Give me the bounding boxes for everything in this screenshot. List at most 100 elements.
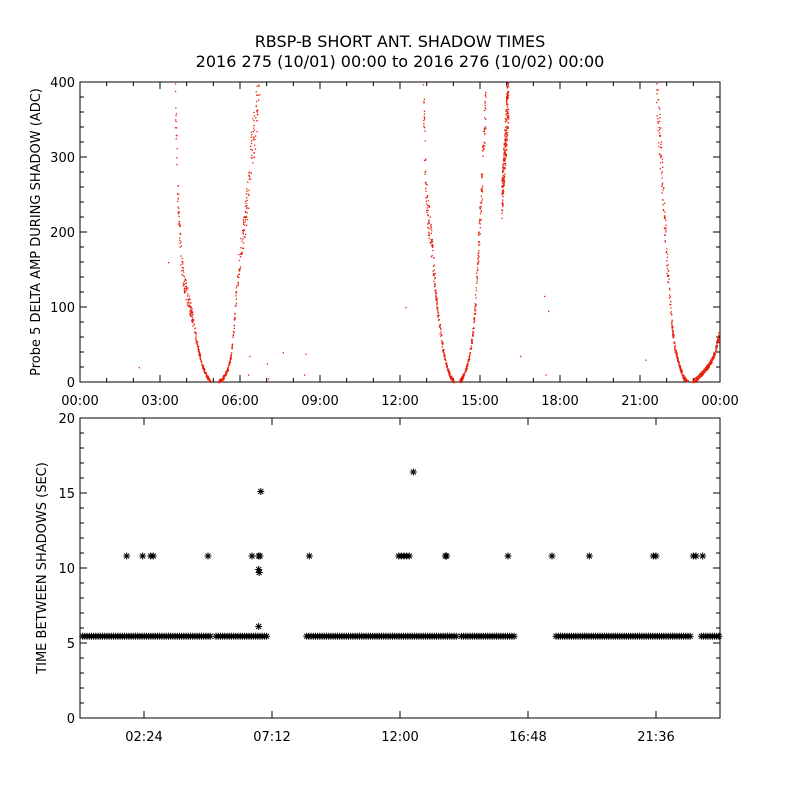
- delta-amp-point: [186, 289, 188, 291]
- delta-amp-point: [674, 344, 676, 347]
- delta-amp-point: [241, 253, 243, 255]
- delta-amp-point: [250, 172, 252, 174]
- delta-amp-point: [222, 376, 225, 378]
- delta-amp-point: [482, 155, 484, 157]
- delta-amp-point: [206, 375, 209, 377]
- delta-amp-point: [502, 192, 504, 194]
- delta-amp-point: [658, 106, 660, 108]
- delta-amp-point: [253, 156, 256, 158]
- delta-amp-point: [182, 261, 184, 263]
- delta-amp-point: [474, 309, 477, 311]
- delta-amp-point: [668, 287, 671, 290]
- delta-amp-point: [235, 295, 237, 297]
- delta-amp-point: [476, 278, 478, 280]
- delta-amp-point: [221, 381, 223, 383]
- delta-amp-point: [506, 113, 508, 116]
- delta-amp-point: [503, 160, 505, 162]
- delta-amp-point: [699, 376, 701, 378]
- delta-amp-point: [443, 349, 445, 351]
- delta-amp-point: [712, 359, 714, 361]
- delta-amp-point: [191, 312, 193, 314]
- delta-amp-point: [193, 324, 196, 326]
- x-tick-label: 09:00: [301, 394, 338, 409]
- delta-amp-point: [502, 179, 504, 181]
- delta-amp-point: [657, 122, 659, 124]
- delta-amp-point: [195, 337, 197, 339]
- delta-amp-point: [476, 277, 478, 279]
- delta-amp-point: [250, 145, 252, 147]
- delta-amp-point: [257, 109, 259, 111]
- delta-amp-point: [186, 304, 189, 306]
- delta-amp-point: [183, 271, 185, 273]
- delta-amp-point: [405, 307, 407, 309]
- delta-amp-point: [466, 369, 468, 371]
- delta-amp-point: [474, 310, 476, 312]
- delta-amp-point: [716, 344, 718, 346]
- delta-amp-point: [482, 146, 484, 149]
- delta-amp-point: [661, 185, 663, 188]
- delta-amp-point: [504, 143, 506, 145]
- delta-amp-point: [671, 324, 673, 326]
- delta-amp-point: [668, 270, 670, 272]
- delta-amp-point: [474, 308, 476, 310]
- delta-amp-point: [676, 352, 678, 354]
- delta-amp-point: [481, 189, 483, 191]
- delta-amp-point: [437, 311, 440, 313]
- delta-amp-point: [180, 245, 183, 247]
- delta-amp-point: [459, 381, 461, 383]
- delta-amp-point: [181, 266, 184, 269]
- delta-amp-point: [434, 283, 436, 286]
- delta-amp-point: [432, 246, 434, 248]
- delta-amp-point: [257, 94, 259, 96]
- interval-point: [405, 552, 413, 560]
- delta-amp-point: [178, 193, 180, 196]
- delta-amp-point: [684, 380, 686, 382]
- delta-amp-point: [505, 148, 508, 150]
- delta-amp-point: [435, 299, 438, 301]
- delta-amp-point: [481, 190, 483, 192]
- delta-amp-point: [697, 375, 699, 377]
- delta-amp-point: [227, 370, 229, 372]
- delta-amp-point: [503, 163, 506, 165]
- delta-amp-point: [466, 367, 468, 370]
- delta-amp-point: [661, 183, 663, 185]
- delta-amp-point: [225, 370, 227, 372]
- delta-amp-point: [503, 167, 506, 169]
- delta-amp-point: [250, 178, 252, 180]
- delta-amp-point: [503, 159, 505, 161]
- y-tick-label: 15: [58, 487, 75, 502]
- interval-point: [443, 552, 451, 560]
- delta-amp-point: [243, 216, 245, 219]
- delta-amp-point: [705, 367, 707, 369]
- delta-amp-point: [480, 206, 482, 208]
- delta-amp-point: [506, 103, 508, 105]
- delta-amp-point: [196, 340, 198, 343]
- delta-amp-point: [478, 234, 480, 236]
- delta-amp-point: [665, 231, 667, 233]
- delta-amp-point: [179, 232, 181, 235]
- delta-amp-point: [715, 350, 717, 352]
- delta-amp-point: [186, 302, 188, 304]
- delta-amp-point: [193, 320, 195, 322]
- delta-amp-point: [670, 301, 672, 303]
- delta-amp-point: [423, 127, 426, 129]
- delta-amp-point: [503, 175, 506, 177]
- delta-amp-point: [656, 83, 658, 85]
- delta-amp-point: [234, 318, 236, 320]
- delta-amp-point: [437, 319, 440, 321]
- delta-amp-point: [503, 191, 505, 193]
- delta-amp-point: [188, 301, 190, 303]
- delta-amp-point: [672, 334, 674, 336]
- delta-amp-point: [506, 104, 508, 106]
- delta-amp-point: [661, 192, 663, 194]
- delta-amp-point: [504, 154, 507, 156]
- delta-amp-point: [657, 89, 659, 91]
- delta-amp-point: [504, 135, 506, 137]
- delta-amp-point: [706, 366, 708, 368]
- delta-amp-point: [477, 244, 480, 246]
- delta-amp-point: [436, 303, 438, 306]
- delta-amp-point: [703, 370, 705, 372]
- delta-amp-point: [701, 371, 704, 373]
- delta-amp-point: [246, 196, 248, 199]
- delta-amp-point: [471, 341, 473, 344]
